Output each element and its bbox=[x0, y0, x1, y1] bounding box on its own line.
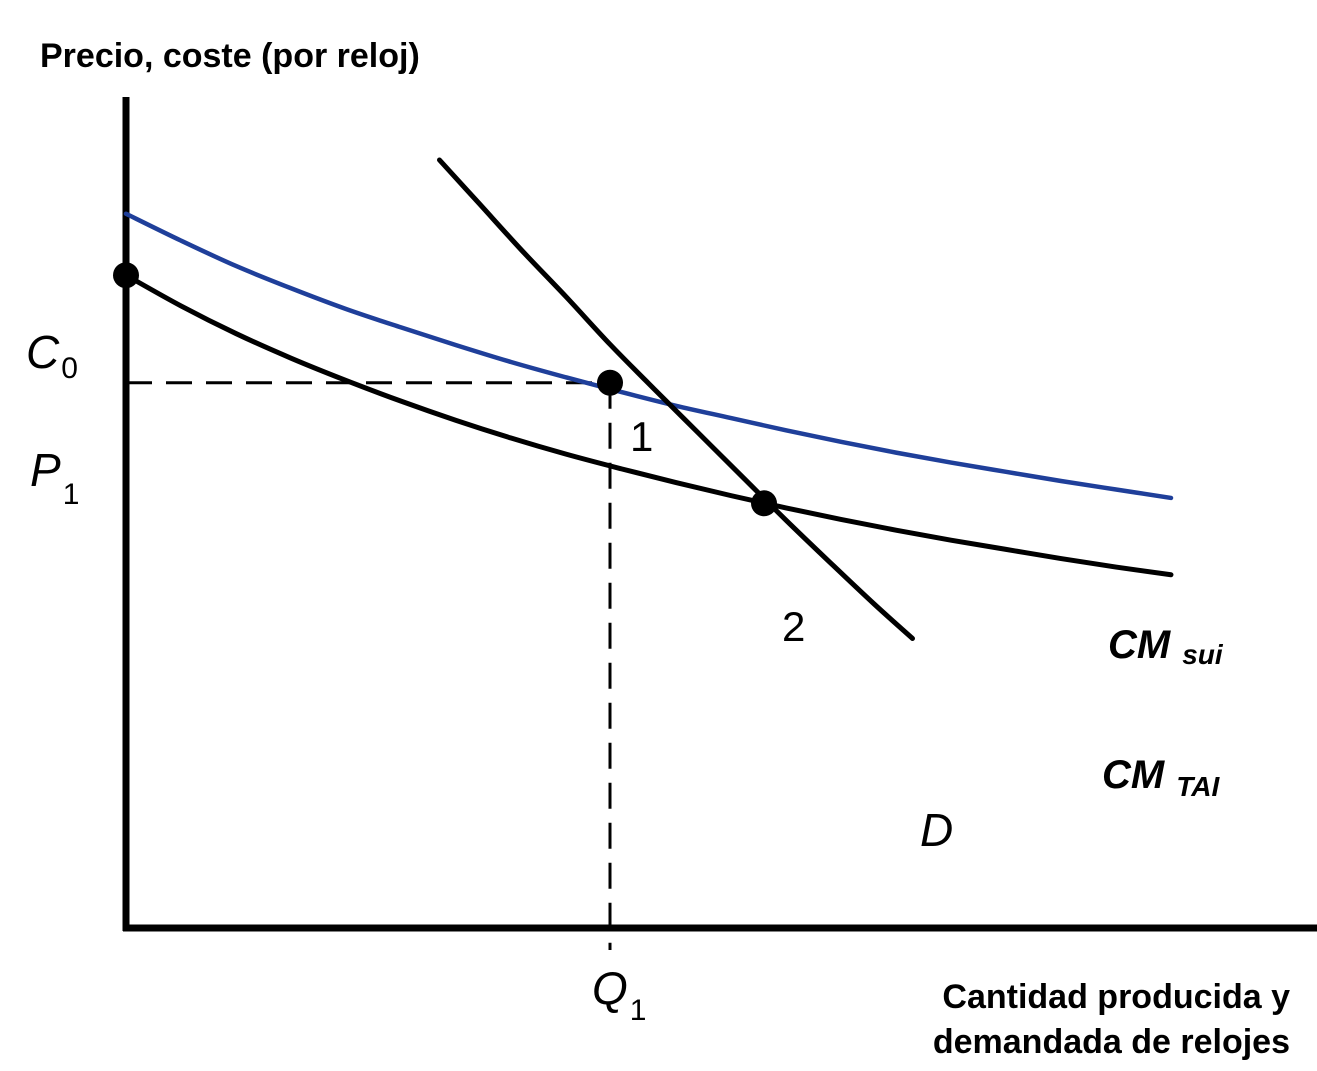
point-2-marker bbox=[751, 490, 777, 517]
point-c0-marker bbox=[113, 262, 139, 289]
series-cm-sui-label-sub: sui bbox=[1182, 639, 1224, 670]
y-tick-p1-sub: 1 bbox=[63, 478, 80, 511]
point-1-marker bbox=[597, 369, 623, 396]
series-demand-line bbox=[437, 157, 915, 641]
y-tick-p1-main: P bbox=[30, 444, 61, 496]
series-cm-tai-label-sub: TAI bbox=[1176, 771, 1220, 802]
point-2-label: 2 bbox=[782, 603, 805, 650]
x-tick-q1-main: Q bbox=[592, 962, 628, 1014]
series-cm-tai-line bbox=[123, 272, 1174, 578]
y-tick-p1: P1 bbox=[30, 444, 79, 511]
series-cm-tai-label-main: CM bbox=[1102, 753, 1166, 797]
series-demand-label: D bbox=[920, 804, 953, 856]
x-axis-title-line-1: Cantidad producida y bbox=[942, 978, 1290, 1016]
y-tick-c0-sub: 0 bbox=[61, 352, 78, 385]
point-1-label: 1 bbox=[630, 413, 653, 460]
y-tick-c0-main: C bbox=[26, 326, 60, 378]
x-axis-title-line-2: demandada de relojes bbox=[933, 1023, 1290, 1061]
y-tick-c0: C0 bbox=[26, 326, 78, 385]
x-axis-title: Cantidad producida y demandada de relojes bbox=[933, 978, 1290, 1061]
series-cm-sui-line bbox=[123, 211, 1174, 501]
x-tick-q1: Q1 bbox=[592, 962, 646, 1027]
series-cm-sui-label: CM sui bbox=[1108, 623, 1224, 670]
series-cm-sui-label-main: CM bbox=[1108, 623, 1172, 667]
x-tick-q1-sub: 1 bbox=[630, 994, 647, 1027]
y-axis-title: Precio, coste (por reloj) bbox=[40, 37, 420, 75]
series-cm-tai-label: CM TAI bbox=[1102, 753, 1220, 802]
